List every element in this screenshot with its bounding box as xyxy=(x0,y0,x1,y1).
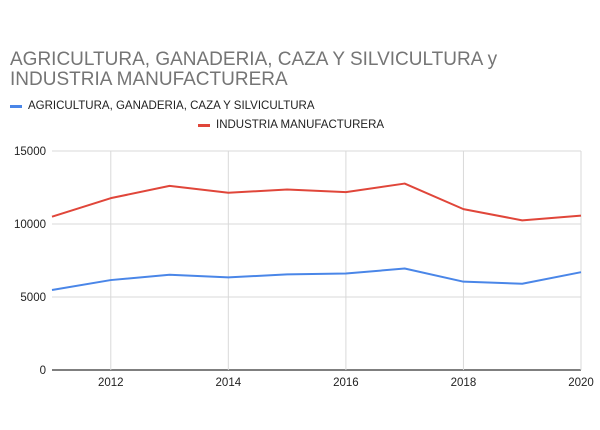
legend-item-agricultura: AGRICULTURA, GANADERIA, CAZA Y SILVICULT… xyxy=(10,100,315,112)
x-tick-label: 2014 xyxy=(216,377,242,389)
legend-swatch xyxy=(10,104,22,108)
y-tick-label: 5000 xyxy=(20,292,46,304)
x-tick-label: 2016 xyxy=(333,377,359,389)
legend-label: AGRICULTURA, GANADERIA, CAZA Y SILVICULT… xyxy=(28,100,315,112)
y-tick-label: 0 xyxy=(40,365,46,377)
x-tick-label: 2018 xyxy=(451,377,477,389)
series-line-agricultura xyxy=(51,267,582,291)
chart-title: AGRICULTURA, GANADERIA, CAZA Y SILVICULT… xyxy=(10,49,498,90)
legend-label: INDUSTRIA MANUFACTURERA xyxy=(216,119,385,131)
legend-item-industria: INDUSTRIA MANUFACTURERA xyxy=(198,119,384,131)
legend-swatch xyxy=(198,123,210,127)
x-tick-label: 2020 xyxy=(568,377,594,389)
y-tick-label: 15000 xyxy=(14,146,46,158)
series-line-industria xyxy=(51,182,582,222)
x-tick-label: 2012 xyxy=(98,377,124,389)
y-tick-label: 10000 xyxy=(14,219,46,231)
